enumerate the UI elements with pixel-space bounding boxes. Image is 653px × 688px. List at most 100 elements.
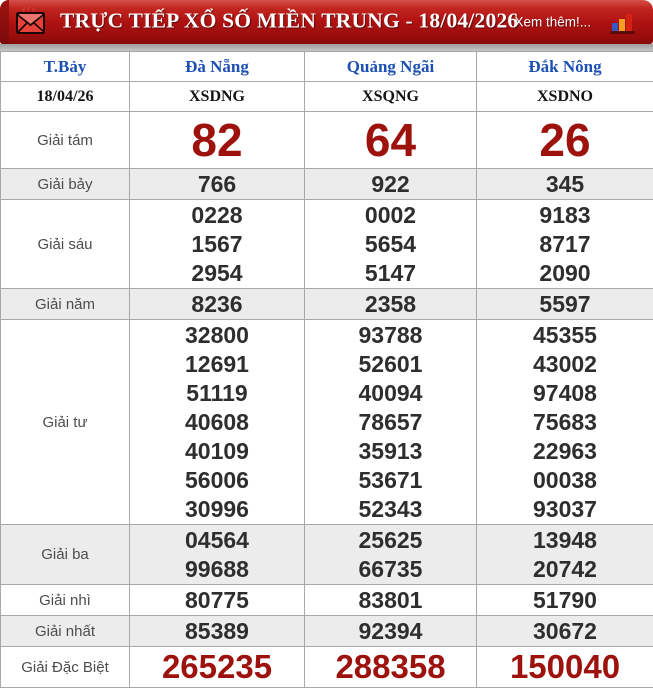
- result-number: 5147: [364, 259, 417, 286]
- result-number: 66735: [358, 555, 423, 582]
- prize-label: Giải bảy: [0, 168, 130, 200]
- day-header: T.Bảy: [0, 51, 130, 82]
- result-cell: 85389: [129, 615, 305, 647]
- result-number: 85389: [185, 617, 249, 644]
- prize-row: Giải Đặc Biệt 265235 288358 150040: [0, 646, 653, 688]
- result-number: 52601: [358, 350, 423, 377]
- result-number: 345: [545, 170, 585, 197]
- result-cell: 150040: [476, 646, 653, 688]
- prize-row: Giải bảy 766 922 345: [0, 168, 653, 200]
- result-number: 0228: [191, 201, 243, 228]
- result-cell: 265235: [129, 646, 305, 688]
- result-cell: 288358: [304, 646, 477, 688]
- prize-label: Giải tư: [0, 319, 130, 525]
- result-cell: 92394: [304, 615, 477, 647]
- result-number: 52343: [358, 495, 423, 522]
- result-cell: 51790: [476, 584, 653, 616]
- result-number: 83801: [358, 586, 423, 613]
- result-number: 93037: [533, 495, 597, 522]
- result-number: 78657: [358, 408, 423, 435]
- result-cell: 8236: [129, 288, 305, 320]
- province-header[interactable]: Đà Nẵng: [129, 51, 305, 82]
- result-cell: 93788 52601 40094 78657 35913 53671 52343: [304, 319, 477, 525]
- result-number: 150040: [509, 648, 621, 685]
- result-number: 13948: [533, 526, 597, 553]
- result-number: 25625: [358, 526, 423, 553]
- result-number: 2090: [539, 259, 591, 286]
- result-number: 265235: [161, 648, 273, 685]
- result-number: 8717: [539, 230, 591, 257]
- result-number: 64: [364, 114, 417, 166]
- see-more-link[interactable]: Xem thêm!...: [514, 14, 591, 30]
- result-cell: 32800 12691 51119 40608 40109 56006 30996: [129, 319, 305, 525]
- prize-label: Giải năm: [0, 288, 130, 320]
- prize-row: Giải sáu 0228 1567 2954 0002 5654 5147 9183 8717…: [0, 199, 653, 289]
- result-cell: 9183 8717 2090: [476, 199, 653, 289]
- result-number: 5597: [539, 290, 591, 317]
- result-number: 22963: [533, 437, 597, 464]
- station-code: XSQNG: [304, 81, 477, 112]
- result-cell: 83801: [304, 584, 477, 616]
- result-cell: 0228 1567 2954: [129, 199, 305, 289]
- bar-chart-icon[interactable]: [607, 11, 637, 35]
- result-number: 922: [371, 170, 410, 197]
- result-number: 43002: [533, 350, 597, 377]
- draw-date: 18/04/26: [0, 81, 130, 112]
- result-number: 93788: [358, 321, 423, 348]
- prize-label: Giải nhất: [0, 615, 130, 647]
- result-number: 75683: [533, 408, 597, 435]
- result-cell: 25625 66735: [304, 524, 477, 585]
- result-cell: 345: [476, 168, 653, 200]
- result-number: 80775: [185, 586, 249, 613]
- divider-strip: [0, 44, 653, 51]
- result-number: 9183: [539, 201, 591, 228]
- result-number: 40094: [358, 379, 423, 406]
- prize-row: Giải nhất 85389 92394 30672: [0, 615, 653, 647]
- prize-label: Giải Đặc Biệt: [0, 646, 130, 688]
- prize-label: Giải nhì: [0, 584, 130, 616]
- result-number: 26: [539, 114, 591, 166]
- prize-row: Giải năm 8236 2358 5597: [0, 288, 653, 320]
- result-number: 12691: [185, 350, 249, 377]
- result-cell: 2358: [304, 288, 477, 320]
- result-cell: 30672: [476, 615, 653, 647]
- province-header[interactable]: Đắk Nông: [476, 51, 653, 82]
- prize-label: Giải tám: [0, 111, 130, 169]
- result-number: 2954: [191, 259, 243, 286]
- province-header[interactable]: Quảng Ngãi: [304, 51, 477, 82]
- result-number: 1567: [191, 230, 243, 257]
- result-number: 30996: [185, 495, 249, 522]
- result-number: 288358: [335, 648, 446, 685]
- envelope-icon: [13, 5, 49, 39]
- prize-row: Giải tám 82 64 26: [0, 111, 653, 169]
- result-number: 92394: [358, 617, 423, 644]
- result-number: 97408: [533, 379, 597, 406]
- result-cell: 922: [304, 168, 477, 200]
- result-number: 20742: [533, 555, 597, 582]
- result-number: 8236: [191, 290, 243, 317]
- banner: TRỰC TIẾP XỔ SỐ MIỀN TRUNG - 18/04/2026 …: [0, 0, 653, 44]
- result-number: 35913: [358, 437, 423, 464]
- result-number: 766: [197, 170, 237, 197]
- result-cell: 26: [476, 111, 653, 169]
- result-cell: 80775: [129, 584, 305, 616]
- station-code: XSDNG: [129, 81, 305, 112]
- result-number: 51790: [533, 586, 597, 613]
- result-number: 5654: [364, 230, 417, 257]
- result-number: 00038: [533, 466, 597, 493]
- result-cell: 5597: [476, 288, 653, 320]
- column-header-row: T.Bảy Đà Nẵng Quảng Ngãi Đắk Nông: [0, 51, 653, 82]
- result-cell: 64: [304, 111, 477, 169]
- results-table: T.Bảy Đà Nẵng Quảng Ngãi Đắk Nông 18/04/26 X…: [0, 51, 653, 688]
- station-code: XSDNO: [476, 81, 653, 112]
- result-number: 56006: [185, 466, 249, 493]
- prize-row: Giải nhì 80775 83801 51790: [0, 584, 653, 616]
- result-cell: 45355 43002 97408 75683 22963 00038 93037: [476, 319, 653, 525]
- prize-label: Giải ba: [0, 524, 130, 585]
- result-number: 53671: [358, 466, 423, 493]
- result-number: 51119: [186, 379, 248, 406]
- result-cell: 82: [129, 111, 305, 169]
- result-number: 32800: [185, 321, 249, 348]
- result-cell: 13948 20742: [476, 524, 653, 585]
